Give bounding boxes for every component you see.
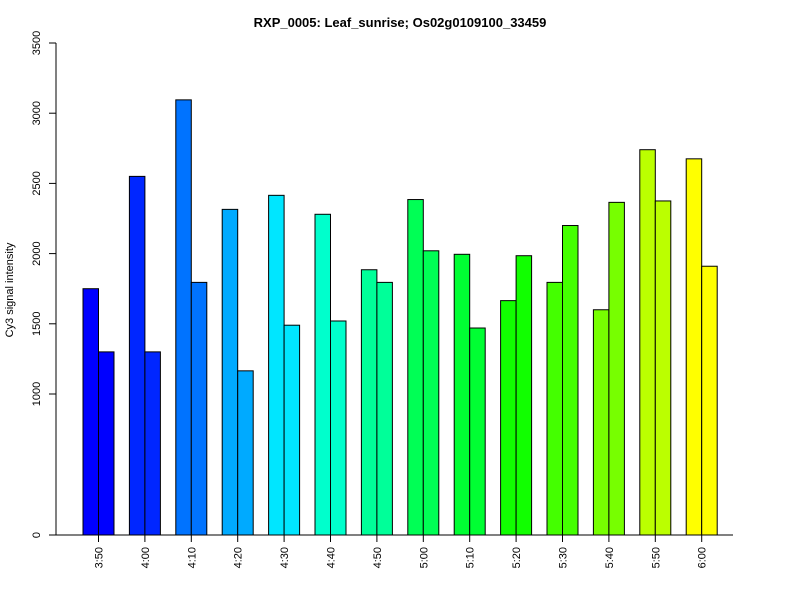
bar-series-2 [283,324,301,536]
y-tick-label: 3500 [31,31,43,55]
bar-series-1 [221,208,239,536]
bar-series-1 [639,149,656,536]
x-tick-label: 4:20 [233,547,245,568]
y-tick-label: 2500 [31,171,43,195]
x-tick-label: 5:00 [418,547,430,568]
x-tick-label: 4:50 [372,547,384,568]
bar-series-1 [685,158,703,536]
x-tick-label: 5:20 [511,547,523,568]
bar-series-1 [360,269,378,536]
x-tick-label: 5:10 [465,547,477,568]
y-tick-label: 2000 [31,241,43,265]
x-tick-label: 4:10 [186,547,198,568]
x-tick-label: 6:00 [697,547,709,568]
x-tick-label: 5:40 [604,547,616,568]
y-axis-label: Cy3 signal intensity [4,242,16,337]
bar-series-2 [608,201,625,536]
bar-series-2 [237,370,254,536]
bar-series-1 [500,300,517,536]
x-tick-label: 4:30 [279,547,291,568]
bar-series-2 [190,281,208,536]
bar-series-2 [144,351,161,536]
y-tick-label: 3000 [31,101,43,125]
x-tick-label: 5:50 [650,547,662,568]
bar-series-1 [546,281,563,536]
bar-series-1 [592,309,610,536]
bar-series-2 [98,351,115,536]
bar-series-1 [175,99,192,536]
x-tick-label: 5:30 [558,547,570,568]
x-tick-label: 3:50 [94,547,106,568]
bar-series-1 [453,253,471,536]
x-axis: 3:50 4:00 4:10 4:20 4:30 4:40 4:50 5:00 5:10 5:20… [56,534,733,568]
bar-series-2 [515,255,533,536]
bar-series-2 [654,200,672,536]
chart-title: RXP_0005: Leaf_sunrise; Os02g0109100_334… [254,15,547,30]
bar-series-1 [82,288,99,536]
bar-series-1 [314,213,331,536]
x-tick-label: 4:00 [140,547,152,568]
bar-series-2 [469,327,486,536]
x-tick-label: 4:40 [326,547,338,568]
bar-series-2 [330,320,347,536]
bar-series-2 [422,250,440,536]
bars-group [82,99,718,536]
bar-series-2 [562,225,579,536]
y-axis: 0 1000 1500 2000 2500 3000 3500 [31,31,57,538]
bar-series-1 [407,199,424,536]
bar-series-2 [376,281,393,536]
y-tick-label: 1500 [31,312,43,336]
bar-series-1 [128,175,146,536]
bar-series-2 [701,265,718,536]
bar-series-1 [268,194,285,536]
y-tick-label: 0 [31,532,43,538]
y-tick-label: 1000 [31,382,43,406]
